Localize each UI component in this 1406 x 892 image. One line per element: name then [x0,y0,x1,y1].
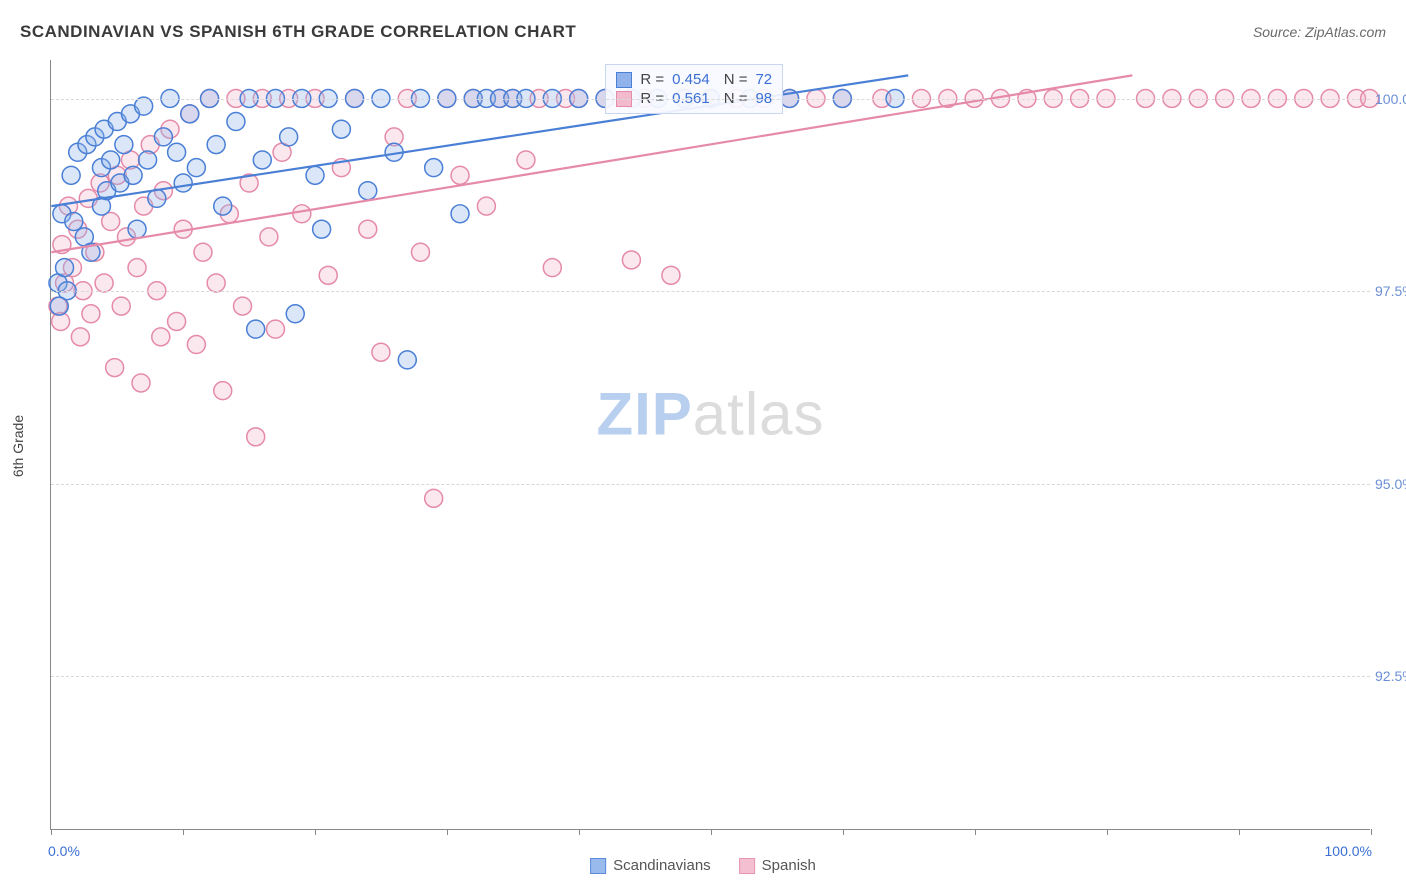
scatter-point [214,382,232,400]
scatter-point [234,297,252,315]
x-tick [315,829,316,835]
source-label: Source: ZipAtlas.com [1253,24,1386,40]
legend-item-spanish: Spanish [739,857,816,874]
scatter-point [56,259,74,277]
scatter-point [451,166,469,184]
scatter-point [71,328,89,346]
x-tick [711,829,712,835]
scatter-point [662,266,680,284]
scatter-point [154,128,172,146]
scatter-point [106,359,124,377]
scatter-point [115,136,133,154]
scatter-point [313,220,331,238]
scatter-point [247,320,265,338]
stats-box: R =0.454N =72R =0.561N =98 [605,64,783,114]
y-tick-label: 95.0% [1375,476,1406,492]
x-tick [447,829,448,835]
scatter-point [181,105,199,123]
x-tick [1239,829,1240,835]
scatter-point [425,489,443,507]
scatter-point [332,120,350,138]
y-tick-label: 97.5% [1375,283,1406,299]
scatter-point [82,305,100,323]
scatter-point [260,228,278,246]
scatter-point [253,151,271,169]
x-tick [843,829,844,835]
plot-area: ZIPatlas R =0.454N =72R =0.561N =98 100.… [50,60,1370,830]
scatter-point [451,205,469,223]
x-axis-label-max: 100.0% [1325,843,1372,859]
scatter-point [65,213,83,231]
scatter-point [372,343,390,361]
scatter-point [517,151,535,169]
y-tick-label: 92.5% [1375,668,1406,684]
legend-swatch-spanish [739,858,755,874]
scatter-point [214,197,232,215]
scatter-point [425,159,443,177]
scatter-point [152,328,170,346]
scatter-point [280,128,298,146]
stats-r-label: R = [640,71,664,88]
chart-title: SCANDINAVIAN VS SPANISH 6TH GRADE CORREL… [20,22,576,42]
scatter-point [207,274,225,292]
scatter-point [168,312,186,330]
y-axis-title: 6th Grade [10,415,26,477]
scatter-point [112,297,130,315]
scatter-point [102,151,120,169]
x-tick [1107,829,1108,835]
scatter-point [132,374,150,392]
x-tick [183,829,184,835]
scatter-point [50,297,68,315]
scatter-point [148,189,166,207]
scatter-point [187,336,205,354]
legend-item-scandinavians: Scandinavians [590,857,711,874]
gridline [51,291,1370,292]
scatter-point [411,243,429,261]
scatter-point [543,259,561,277]
scatter-point [622,251,640,269]
scatter-point [62,166,80,184]
scatter-point [293,205,311,223]
scatter-point [359,182,377,200]
scatter-point [207,136,225,154]
gridline [51,99,1370,100]
stats-n-label: N = [724,71,748,88]
legend-swatch-scandinavians [590,858,606,874]
scatter-point [95,274,113,292]
scatter-point [194,243,212,261]
x-tick [579,829,580,835]
stats-n-value: 72 [755,71,772,88]
scatter-point [306,166,324,184]
x-tick [51,829,52,835]
x-tick [1371,829,1372,835]
scatter-point [266,320,284,338]
scatter-point [139,151,157,169]
legend-label-scandinavians: Scandinavians [613,857,711,874]
legend-label-spanish: Spanish [762,857,816,874]
scatter-point [135,97,153,115]
chart-svg [51,60,1370,829]
gridline [51,676,1370,677]
scatter-point [359,220,377,238]
scatter-point [247,428,265,446]
scatter-point [174,174,192,192]
stats-swatch [616,72,632,88]
scatter-point [398,351,416,369]
x-tick [975,829,976,835]
scatter-point [477,197,495,215]
scatter-point [227,113,245,131]
y-tick-label: 100.0% [1375,91,1406,107]
scatter-point [319,266,337,284]
scatter-point [128,220,146,238]
scatter-point [286,305,304,323]
stats-r-value: 0.454 [672,71,710,88]
legend-bottom: Scandinavians Spanish [590,857,816,874]
scatter-point [187,159,205,177]
scatter-point [124,166,142,184]
gridline [51,484,1370,485]
scatter-point [128,259,146,277]
stats-row: R = 0.454 N = 72 [616,71,772,88]
x-axis-label-min: 0.0% [48,843,80,859]
scatter-point [168,143,186,161]
